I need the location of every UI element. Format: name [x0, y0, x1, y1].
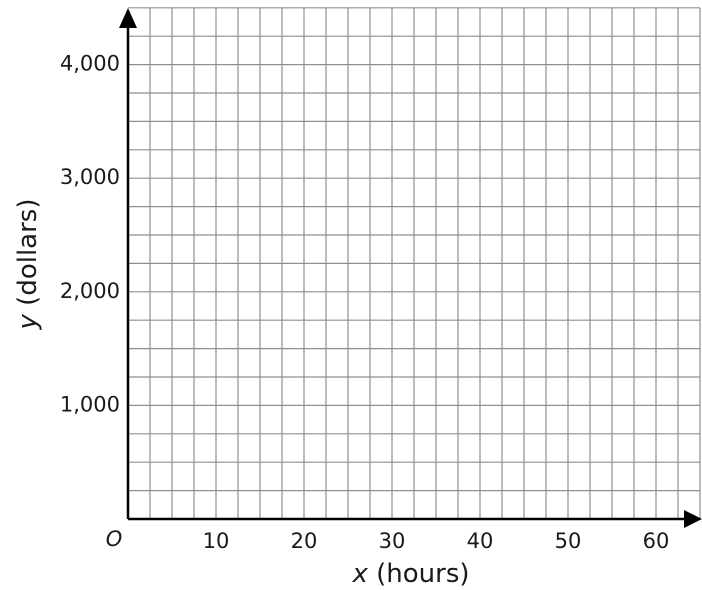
grid — [128, 7, 701, 519]
y-axis-label: y (dollars) — [13, 199, 43, 331]
origin-label: O — [106, 527, 123, 551]
y-axis-variable: y — [13, 313, 43, 330]
x-tick-label: 20 — [291, 529, 318, 553]
axes — [119, 8, 702, 528]
y-axis-unit: (dollars) — [13, 199, 43, 315]
x-tick-label: 10 — [203, 529, 230, 553]
x-tick-label: 50 — [555, 529, 582, 553]
y-tick-label: 2,000 — [60, 279, 120, 303]
x-axis-variable: x — [351, 559, 368, 589]
y-tick-label: 1,000 — [60, 392, 120, 416]
x-tick-label: 60 — [643, 529, 670, 553]
y-axis-arrow — [119, 8, 137, 28]
x-axis-unit: (hours) — [368, 559, 470, 589]
x-axis-label: x (hours) — [351, 559, 469, 589]
x-tick-label: 40 — [467, 529, 494, 553]
y-tick-labels: 1,000 2,000 3,000 4,000 — [60, 52, 120, 417]
y-tick-label: 3,000 — [60, 165, 120, 189]
x-axis-arrow — [684, 510, 702, 528]
x-tick-label: 30 — [379, 529, 406, 553]
x-tick-labels: 10 20 30 40 50 60 — [203, 529, 670, 553]
y-tick-label: 4,000 — [60, 52, 120, 76]
